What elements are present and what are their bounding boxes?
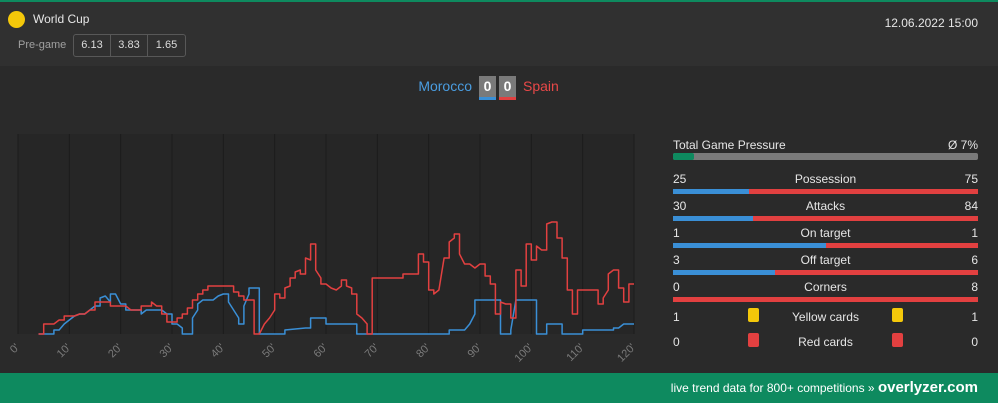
away-score: 0	[499, 76, 516, 100]
stat-label: Corners	[804, 280, 847, 294]
stat-away-value: 75	[964, 172, 978, 186]
pressure-average: Ø 7%	[947, 138, 978, 152]
match-header: World Cup 12.06.2022 15:00 Pre-game 6.13…	[0, 2, 998, 66]
stat-bar	[673, 270, 978, 275]
red-cards-away: 0	[971, 335, 978, 349]
stat-bar-home-fill	[673, 243, 826, 248]
pregame-label: Pre-game	[18, 39, 67, 51]
stat-home-value: 0	[673, 280, 680, 294]
stat-away-value: 6	[971, 253, 978, 267]
pressure-chart: 0' 10' 20' 30' 40' 50' 60' 70' 80' 90' 100' 110' 120…	[8, 134, 638, 365]
yellow-cards-away: 1	[971, 310, 978, 324]
stat-away-value: 8	[971, 280, 978, 294]
x-tick-label: 80'	[414, 342, 433, 361]
x-tick-label: 30'	[157, 342, 176, 361]
stat-home-value: 1	[673, 226, 680, 240]
x-tick-label: 20'	[106, 342, 125, 361]
away-pressure-line	[38, 221, 634, 335]
odd-away: 1.65	[155, 39, 178, 51]
stat-row-yellow-cards: 1 Yellow cards 1	[673, 304, 978, 329]
stats-panel: Total Game Pressure Ø 7% 25 Possession 7…	[673, 138, 978, 354]
stat-away-value: 84	[964, 199, 978, 213]
stat-row-possession: 25 Possession 75	[673, 169, 978, 196]
red-card-icon	[892, 333, 903, 347]
stat-bar	[673, 189, 978, 194]
x-tick-label: 90'	[465, 342, 484, 361]
pressure-label: Total Game Pressure	[673, 138, 786, 152]
yellow-cards-home: 1	[673, 310, 680, 324]
home-score: 0	[479, 76, 496, 100]
stat-bar-home-fill	[673, 216, 754, 221]
stat-row-on-target: 1 On target 1	[673, 223, 978, 250]
stat-row-corners: 0 Corners 8	[673, 277, 978, 304]
x-tick-label: 70'	[363, 342, 382, 361]
footer-text[interactable]: live trend data for 800+ competitions » …	[671, 379, 978, 396]
stat-row-attacks: 30 Attacks 84	[673, 196, 978, 223]
scoreline: Morocco 0 0 Spain	[0, 76, 998, 102]
x-tick-label: 10'	[55, 342, 74, 361]
yellow-card-icon	[892, 308, 903, 322]
home-pressure-line	[38, 287, 634, 335]
x-tick-label: 110'	[564, 342, 586, 364]
stat-label: Possession	[794, 172, 857, 186]
stat-bar-home-fill	[673, 270, 775, 275]
x-tick-label: 100'	[513, 342, 536, 365]
red-cards-home: 0	[673, 335, 680, 349]
x-tick-label: 120'	[615, 342, 638, 365]
x-tick-label: 50'	[260, 342, 279, 361]
pregame-odds: 6.13 3.83 1.65	[73, 34, 186, 57]
footer-banner[interactable]: live trend data for 800+ competitions » …	[0, 373, 998, 403]
red-cards-label: Red cards	[798, 335, 853, 349]
stat-bar	[673, 297, 978, 302]
stat-row-off-target: 3 Off target 6	[673, 250, 978, 277]
pressure-header: Total Game Pressure Ø 7%	[673, 138, 978, 152]
stat-row-red-cards: 0 Red cards 0	[673, 329, 978, 354]
away-team-name[interactable]: Spain	[523, 78, 559, 94]
league-icon	[8, 11, 25, 28]
x-tick-label: 60'	[311, 342, 330, 361]
footer-tagline: live trend data for 800+ competitions »	[670, 381, 875, 395]
pressure-bar	[673, 153, 978, 160]
home-team-name[interactable]: Morocco	[418, 78, 472, 94]
match-datetime: 12.06.2022 15:00	[884, 16, 978, 30]
brand-link[interactable]: overlyzer.com	[877, 379, 978, 396]
stat-home-value: 3	[673, 253, 680, 267]
red-card-icon	[748, 333, 759, 347]
yellow-card-icon	[748, 308, 759, 322]
odd-draw: 3.83	[111, 35, 148, 56]
stat-bar	[673, 216, 978, 221]
x-tick-label: 0'	[8, 342, 22, 356]
top-accent-line	[0, 0, 998, 2]
odd-home: 6.13	[74, 35, 111, 56]
stat-home-value: 25	[673, 172, 687, 186]
stat-label: On target	[800, 226, 851, 240]
stat-label: Attacks	[805, 199, 846, 213]
stat-home-value: 30	[673, 199, 687, 213]
stat-label: Off target	[800, 253, 851, 267]
yellow-cards-label: Yellow cards	[792, 310, 859, 324]
stat-away-value: 1	[971, 226, 978, 240]
x-tick-label: 40'	[209, 342, 228, 361]
stat-bar	[673, 243, 978, 248]
stat-bar-home-fill	[673, 189, 750, 194]
pressure-bar-fill	[673, 153, 695, 160]
league-name[interactable]: World Cup	[33, 12, 90, 26]
